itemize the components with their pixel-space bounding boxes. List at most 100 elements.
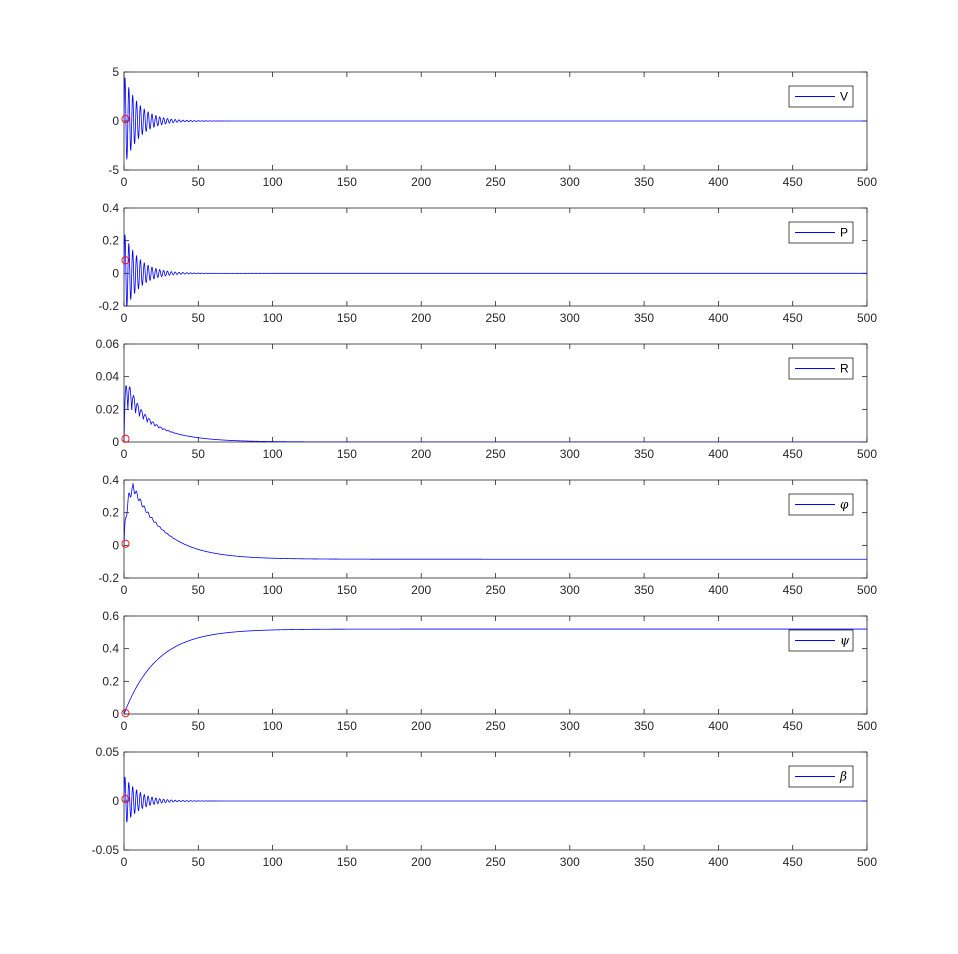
- x-tick-label: 400: [708, 719, 728, 733]
- initial-point-marker: [121, 709, 130, 718]
- y-tick-label: 0.4: [102, 201, 119, 215]
- initial-point-marker: [121, 114, 130, 124]
- legend-label: V: [840, 90, 848, 104]
- x-tick-label: 250: [485, 175, 505, 189]
- x-tick-label: 300: [560, 447, 580, 461]
- x-tick-label: 500: [857, 583, 877, 597]
- x-tick-label: 500: [857, 447, 877, 461]
- legend: β: [788, 765, 854, 788]
- y-tick-label: 0: [112, 114, 119, 128]
- x-tick-label: 50: [192, 447, 206, 461]
- y-tick-label: -5: [108, 163, 119, 177]
- x-tick-label: 400: [708, 583, 728, 597]
- x-tick-label: 50: [192, 583, 206, 597]
- series-line: [124, 77, 867, 160]
- y-tick-label: -0.05: [92, 843, 120, 857]
- initial-point-marker: [121, 256, 130, 265]
- legend-label: β: [839, 770, 847, 784]
- initial-point-marker: [121, 539, 130, 548]
- axes-box: [123, 615, 868, 715]
- legend: ψ: [788, 629, 854, 652]
- x-tick-label: 300: [560, 175, 580, 189]
- y-tick-label: 5: [112, 65, 119, 79]
- x-tick-label: 100: [263, 175, 283, 189]
- y-tick-label: -0.2: [98, 299, 119, 313]
- y-tick-label: 0: [112, 707, 119, 721]
- x-tick-label: 50: [192, 855, 206, 869]
- axes-box: [123, 479, 868, 579]
- x-tick-label: 350: [634, 447, 654, 461]
- legend-label: P: [840, 226, 848, 240]
- initial-point-marker: [121, 794, 130, 804]
- x-tick-label: 450: [783, 719, 803, 733]
- x-tick-label: 200: [411, 855, 431, 869]
- y-tick-label: 0.2: [102, 234, 119, 248]
- x-tick-label: 100: [263, 855, 283, 869]
- y-tick-label: 0: [112, 794, 119, 808]
- legend: P: [788, 221, 854, 244]
- x-tick-label: 350: [634, 719, 654, 733]
- x-tick-label: 450: [783, 311, 803, 325]
- subplot-6: 0 50 100 150 200 250 300 350 400 450 500-0.0500.05…: [92, 745, 878, 869]
- x-tick-label: 450: [783, 175, 803, 189]
- x-tick-label: 350: [634, 311, 654, 325]
- y-tick-label: 0: [112, 538, 119, 552]
- x-tick-label: 150: [337, 175, 357, 189]
- initial-point-marker: [121, 434, 130, 443]
- x-tick-label: 500: [857, 175, 877, 189]
- x-tick-label: 400: [708, 855, 728, 869]
- x-tick-label: 350: [634, 855, 654, 869]
- series-line: [124, 385, 867, 442]
- series-line: [124, 776, 867, 823]
- y-tick-label: 0: [112, 266, 119, 280]
- x-tick-label: 100: [263, 311, 283, 325]
- y-tick-label: 0.06: [96, 337, 120, 351]
- x-tick-label: 200: [411, 447, 431, 461]
- x-tick-label: 500: [857, 311, 877, 325]
- y-tick-label: 0.04: [96, 370, 120, 384]
- y-tick-label: 0.05: [96, 745, 120, 759]
- y-tick-label: 0.02: [96, 402, 120, 416]
- x-tick-label: 500: [857, 855, 877, 869]
- x-tick-label: 0: [121, 855, 128, 869]
- x-tick-label: 150: [337, 855, 357, 869]
- x-tick-label: 100: [263, 447, 283, 461]
- axes-box: [123, 343, 868, 443]
- x-tick-label: 0: [121, 175, 128, 189]
- x-tick-label: 250: [485, 447, 505, 461]
- x-tick-label: 250: [485, 311, 505, 325]
- legend: φ: [788, 493, 854, 516]
- legend: R: [788, 357, 854, 380]
- series-line: [124, 483, 867, 560]
- legend-label: ψ: [840, 634, 850, 648]
- x-tick-label: 300: [560, 719, 580, 733]
- subplot-4: 0 50 100 150 200 250 300 350 400 450 500-0.200.20.…: [98, 473, 877, 597]
- x-tick-label: 200: [411, 719, 431, 733]
- x-tick-label: 450: [783, 583, 803, 597]
- x-tick-label: 0: [121, 719, 128, 733]
- x-tick-label: 150: [337, 719, 357, 733]
- x-tick-label: 250: [485, 855, 505, 869]
- x-tick-label: 150: [337, 311, 357, 325]
- x-tick-label: 0: [121, 447, 128, 461]
- x-tick-label: 300: [560, 311, 580, 325]
- x-tick-label: 500: [857, 719, 877, 733]
- y-tick-label: 0.6: [102, 609, 119, 623]
- y-tick-label: 0.4: [102, 642, 119, 656]
- y-tick-label: 0.4: [102, 473, 119, 487]
- legend-label: R: [840, 362, 849, 376]
- y-tick-label: 0.2: [102, 506, 119, 520]
- x-tick-label: 0: [121, 583, 128, 597]
- x-tick-label: 50: [192, 719, 206, 733]
- x-tick-label: 50: [192, 311, 206, 325]
- x-tick-label: 300: [560, 855, 580, 869]
- x-tick-label: 50: [192, 175, 206, 189]
- x-tick-label: 100: [263, 719, 283, 733]
- x-tick-label: 400: [708, 311, 728, 325]
- x-tick-label: 450: [783, 855, 803, 869]
- subplot-3: 0 50 100 150 200 250 300 350 400 450 500 0 0.02 0.04 0…: [96, 337, 878, 461]
- x-tick-label: 200: [411, 175, 431, 189]
- x-tick-label: 200: [411, 583, 431, 597]
